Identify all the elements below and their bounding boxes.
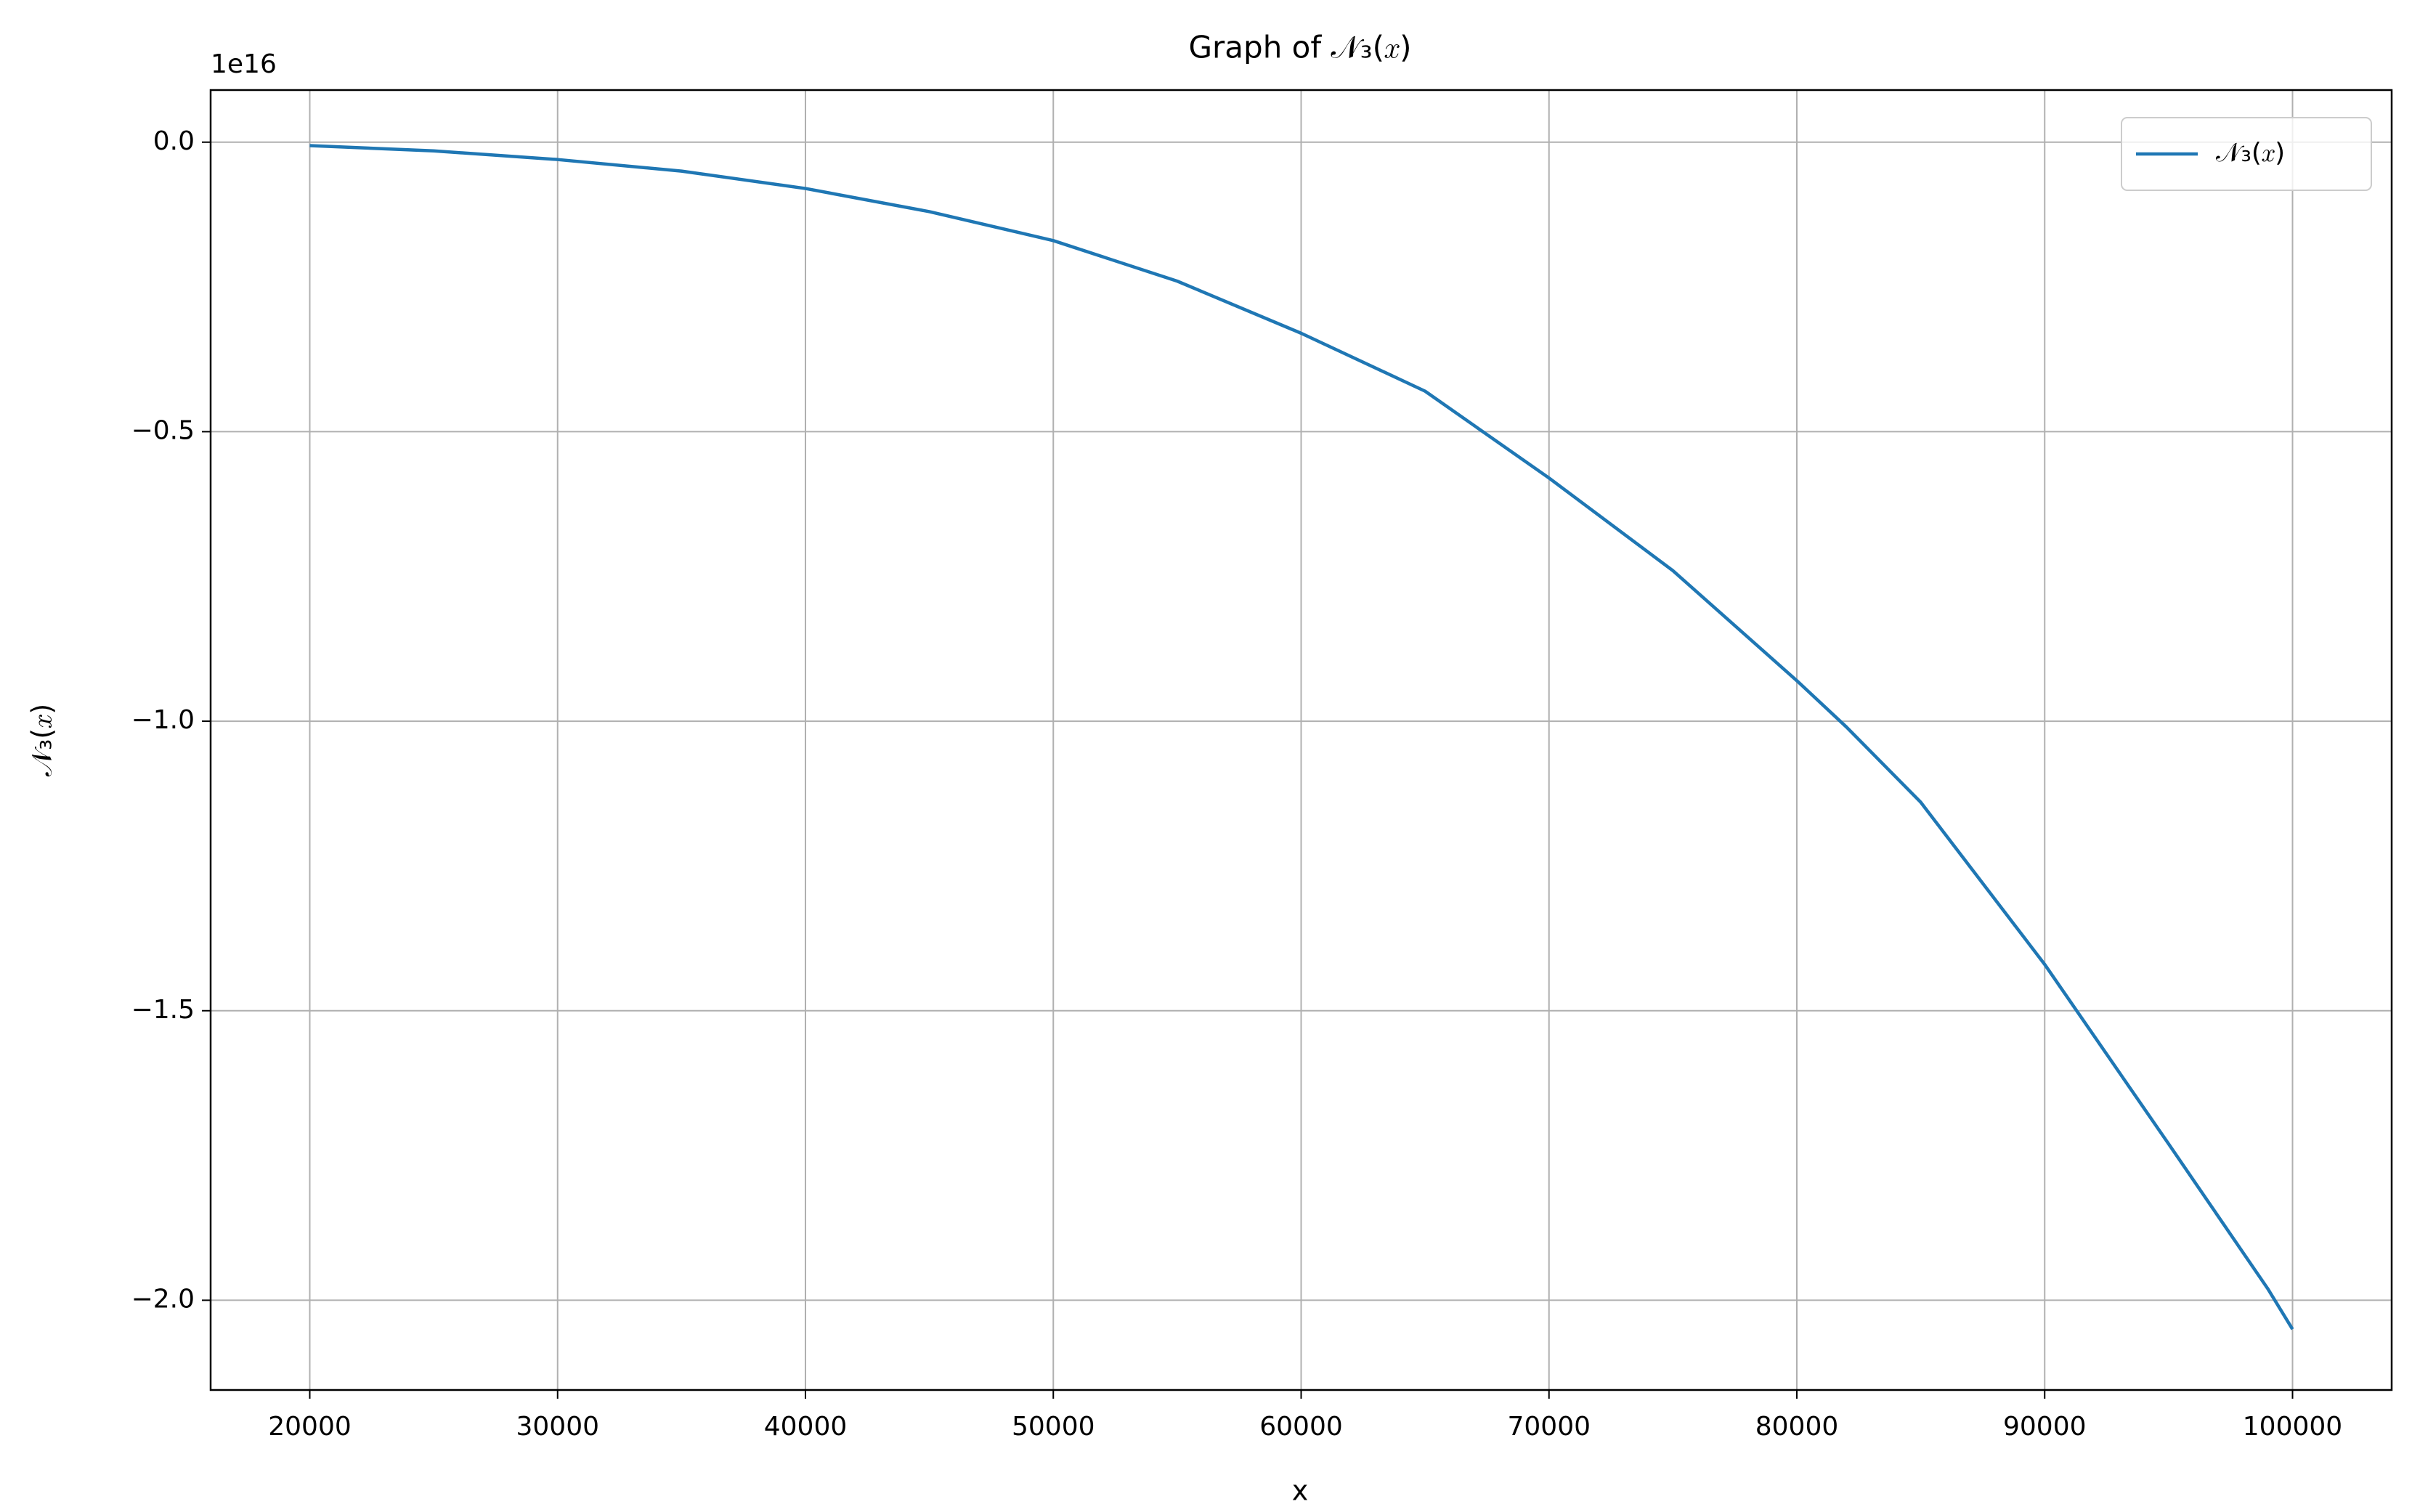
x-tick-label: 30000 [516,1412,599,1442]
x-tick-label: 70000 [1507,1412,1591,1442]
y-axis-label: 𝒩₃(𝑥) [26,704,58,776]
x-tick-label: 80000 [1755,1412,1839,1442]
plot-frame [209,89,2393,1391]
x-tick-label: 60000 [1259,1412,1343,1442]
legend-box [2121,117,2372,191]
x-tick-label: 20000 [268,1412,352,1442]
x-tick-label: 40000 [764,1412,848,1442]
y-tick-label: −0.5 [131,415,195,445]
y-tick-label: −1.0 [131,705,195,735]
y-tick-label: −2.0 [131,1284,195,1314]
data-line [309,144,2294,1330]
x-tick-label: 50000 [1012,1412,1095,1442]
legend-label: 𝒩₃(𝑥) [2216,138,2285,168]
x-axis-label: x [1292,1475,1309,1507]
chart-title: Graph of 𝒩₃(𝑥) [1188,30,1411,65]
y-offset-label: 1e16 [211,49,277,79]
x-tick-label: 100000 [2243,1412,2342,1442]
y-tick-label: 0.0 [153,126,195,156]
x-tick-label: 90000 [2003,1412,2087,1442]
y-tick-label: −1.5 [131,995,195,1025]
